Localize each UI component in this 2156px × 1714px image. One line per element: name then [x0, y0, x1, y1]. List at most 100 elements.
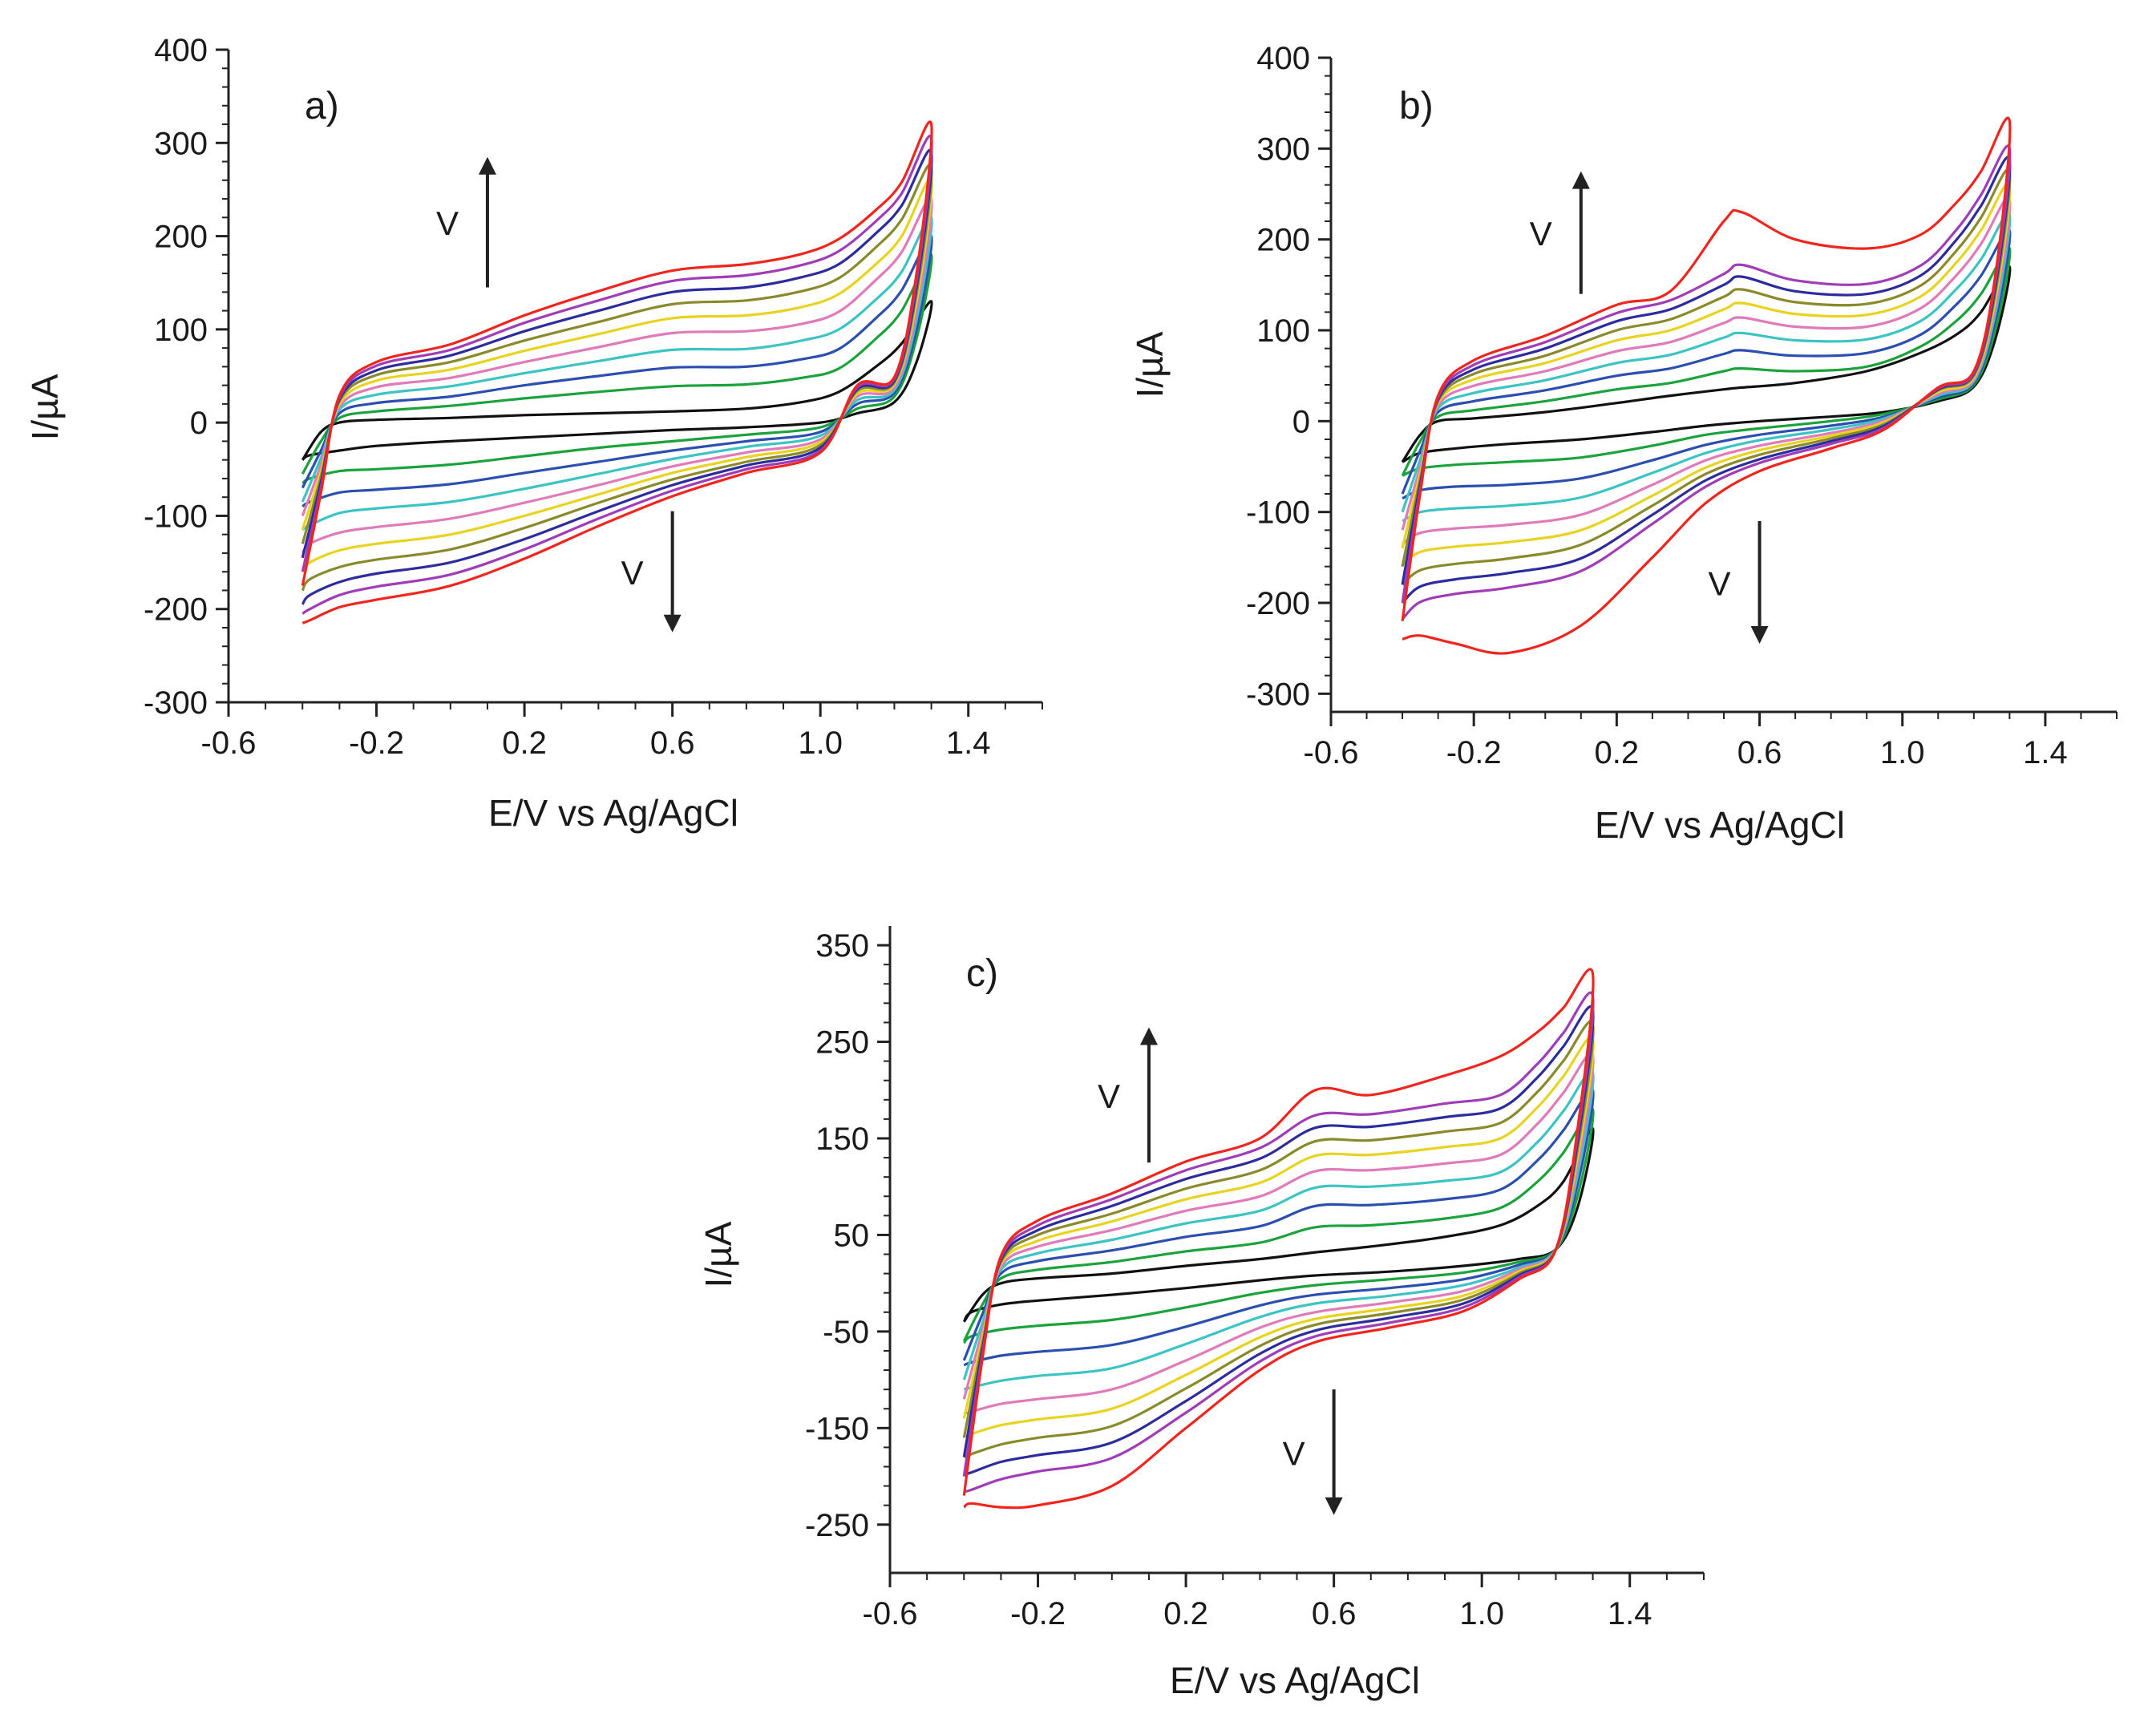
- panel-a-arrows: VV: [436, 156, 682, 633]
- panel-c-x-axis-title: E/V vs Ag/AgCl: [1170, 1659, 1420, 1701]
- y-tick-label: 300: [1256, 131, 1310, 167]
- cv-curve-8: [1401, 156, 2012, 604]
- panel-b: 400 300 200 100 0 -100 -200 -300 -0.6 -0.2 0.2 0.6 1…: [1129, 41, 2118, 846]
- panel-a: 400 300 200 100 0 -100 -200 -300 -0.6 -0.2 0.2 0.6 1…: [24, 33, 1043, 834]
- scan-rate-arrow-down: V: [1283, 1389, 1343, 1515]
- scan-rate-label: V: [436, 204, 459, 242]
- y-tick-label: -300: [1246, 677, 1310, 712]
- cv-curve-10: [301, 120, 933, 625]
- cv-curve-3: [962, 1087, 1595, 1367]
- x-tick-label: 0.6: [1312, 1596, 1357, 1631]
- x-tick-label: 0.6: [650, 726, 695, 761]
- x-tick-label: 0.2: [1595, 735, 1640, 770]
- y-tick-label: -200: [1246, 586, 1310, 621]
- y-tick-label: -100: [144, 499, 208, 534]
- x-tick-label: -0.2: [349, 726, 404, 761]
- cv-curve-5: [1401, 196, 2012, 545]
- cv-curve-1: [301, 300, 933, 462]
- cv-curve-5: [301, 196, 933, 554]
- cv-curve-4: [301, 215, 933, 532]
- cv-curve-3: [1401, 228, 2012, 500]
- arrow-head: [478, 156, 496, 175]
- panel-c-ticks: 350 250 150 50 -50 -150 -250 -0.6 -0.2 0.2 0.6 1.0 1…: [805, 928, 1705, 1631]
- panel-c: 350 250 150 50 -50 -150 -250 -0.6 -0.2 0.2 0.6 1.0 1…: [698, 926, 1705, 1701]
- x-tick-label: 0.6: [1737, 735, 1782, 770]
- x-tick-label: 0.2: [502, 726, 547, 761]
- panel-c-label: c): [966, 952, 998, 995]
- x-tick-label: 1.4: [1608, 1596, 1652, 1631]
- cv-curve-2: [301, 253, 933, 485]
- cv-curve-1: [1401, 265, 2012, 463]
- panel-b-y-axis-title: I/µA: [1129, 331, 1171, 398]
- y-tick-label: 400: [1256, 41, 1310, 76]
- y-tick-label: -50: [823, 1315, 869, 1350]
- cv-curve-7: [962, 1020, 1595, 1458]
- panel-c-curves: [962, 968, 1595, 1510]
- y-tick-label: 400: [154, 33, 208, 68]
- x-tick-label: 1.4: [946, 726, 991, 761]
- scan-rate-arrow-up: V: [1098, 1027, 1158, 1163]
- cv-curve-6: [301, 177, 933, 573]
- panel-b-label: b): [1399, 85, 1434, 127]
- cv-curve-10: [962, 968, 1595, 1510]
- scan-rate-arrow-up: V: [436, 156, 496, 288]
- y-tick-label: 200: [1256, 223, 1310, 258]
- panel-a-ticks: 400 300 200 100 0 -100 -200 -300 -0.6 -0.2 0.2 0.6 1…: [144, 33, 1043, 761]
- x-tick-label: -0.6: [201, 726, 257, 761]
- y-tick-label: -250: [805, 1508, 869, 1543]
- scan-rate-arrow-up: V: [1530, 171, 1590, 294]
- arrow-head: [1571, 171, 1590, 189]
- cv-curve-2: [962, 1107, 1595, 1344]
- y-tick-label: 50: [834, 1218, 870, 1253]
- scan-rate-label: V: [1098, 1077, 1120, 1115]
- x-tick-label: -0.6: [1304, 735, 1359, 770]
- x-tick-label: -0.6: [863, 1596, 918, 1631]
- y-tick-label: -300: [144, 685, 208, 721]
- x-tick-label: -0.2: [1010, 1596, 1066, 1631]
- cv-curve-7: [1401, 168, 2012, 586]
- x-tick-label: 1.0: [1880, 735, 1925, 770]
- cv-curve-3: [301, 234, 933, 508]
- y-tick-label: 350: [815, 928, 869, 964]
- y-tick-label: 0: [1292, 404, 1310, 439]
- scan-rate-label: V: [1709, 565, 1731, 603]
- scan-rate-arrow-down: V: [1709, 521, 1769, 644]
- arrow-head: [1325, 1497, 1343, 1515]
- panel-c-y-axis-title: I/µA: [698, 1221, 739, 1288]
- y-tick-label: -150: [805, 1411, 869, 1446]
- cv-curve-10: [1401, 116, 2012, 655]
- panel-a-y-axis-title: I/µA: [24, 374, 66, 440]
- scan-rate-label: V: [1283, 1434, 1305, 1472]
- cv-curve-9: [1401, 144, 2012, 621]
- y-tick-label: 200: [154, 220, 208, 255]
- x-tick-label: 1.4: [2023, 735, 2068, 770]
- y-tick-label: -100: [1246, 495, 1310, 531]
- y-tick-label: 100: [1256, 313, 1310, 349]
- cv-curve-4: [962, 1069, 1595, 1391]
- x-tick-label: 0.2: [1163, 1596, 1208, 1631]
- arrow-head: [1139, 1027, 1158, 1045]
- panel-b-ticks: 400 300 200 100 0 -100 -200 -300 -0.6 -0.2 0.2 0.6 1…: [1246, 41, 2118, 770]
- x-tick-label: 1.0: [1459, 1596, 1504, 1631]
- scan-rate-arrow-down: V: [621, 511, 682, 633]
- y-tick-label: 250: [815, 1025, 869, 1061]
- scan-rate-label: V: [621, 554, 644, 592]
- x-tick-label: -0.2: [1446, 735, 1502, 770]
- panel-b-arrows: VV: [1530, 171, 1769, 644]
- panel-b-curves: [1401, 116, 2012, 655]
- panel-b-x-axis-title: E/V vs Ag/AgCl: [1595, 804, 1845, 846]
- x-tick-label: 1.0: [798, 726, 843, 761]
- y-tick-label: 100: [154, 313, 208, 348]
- panel-a-curves: [301, 120, 933, 625]
- y-tick-label: 300: [154, 126, 208, 161]
- panel-c-arrows: VV: [1098, 1027, 1343, 1515]
- scan-rate-label: V: [1530, 215, 1552, 253]
- panel-a-label: a): [305, 85, 339, 127]
- y-tick-label: 0: [190, 406, 208, 441]
- arrow-head: [1750, 626, 1769, 644]
- y-tick-label: -200: [144, 592, 208, 628]
- y-tick-label: 150: [815, 1122, 869, 1157]
- panel-a-x-axis-title: E/V vs Ag/AgCl: [488, 792, 738, 834]
- arrow-head: [663, 614, 682, 633]
